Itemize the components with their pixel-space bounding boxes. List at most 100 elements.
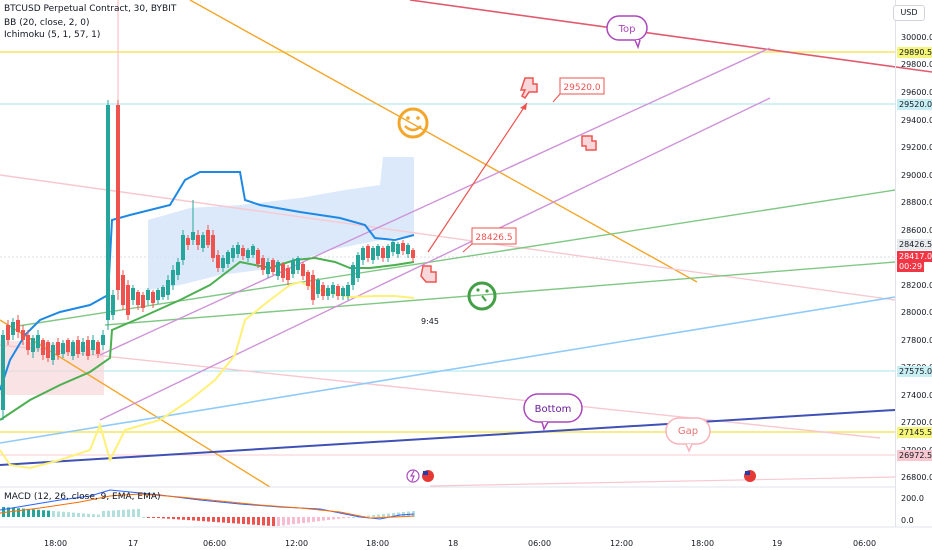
candle-body[interactable]	[151, 292, 155, 303]
green-channel-bottom[interactable]	[104, 261, 896, 326]
candle-body[interactable]	[186, 238, 190, 245]
candle-body[interactable]	[136, 292, 140, 305]
candle-body[interactable]	[261, 258, 265, 270]
hand-pointer-icon[interactable]	[581, 135, 597, 151]
blue-trendline[interactable]	[0, 296, 896, 444]
candle-body[interactable]	[351, 265, 355, 285]
candle-body[interactable]	[321, 285, 325, 296]
candle-body[interactable]	[101, 335, 105, 345]
candle-body[interactable]	[6, 325, 10, 340]
candle-body[interactable]	[326, 288, 330, 296]
candle-body[interactable]	[336, 286, 340, 296]
navy-trendline[interactable]	[0, 409, 896, 466]
pink-bottom-line[interactable]	[429, 476, 896, 487]
candle-body[interactable]	[26, 335, 30, 350]
candle-body[interactable]	[216, 255, 220, 268]
candle-body[interactable]	[146, 290, 150, 300]
candle-body[interactable]	[36, 335, 40, 348]
candle-body[interactable]	[341, 288, 345, 296]
projection-arrow[interactable]	[427, 102, 528, 253]
candle-body[interactable]	[91, 340, 95, 350]
candle-body[interactable]	[141, 295, 145, 308]
candle-body[interactable]	[61, 343, 65, 354]
candle-body[interactable]	[31, 338, 35, 352]
pink-trendline-2[interactable]	[0, 344, 881, 439]
candle-body[interactable]	[236, 245, 240, 254]
candle-body[interactable]	[176, 262, 180, 275]
price-callout-28426[interactable]: 28426.5	[462, 227, 517, 253]
candle-body[interactable]	[226, 252, 230, 264]
candle-body[interactable]	[266, 262, 270, 274]
candle-body[interactable]	[311, 275, 315, 300]
candle-body[interactable]	[356, 255, 360, 278]
neutral-face-icon[interactable]	[467, 281, 497, 311]
candle-body[interactable]	[256, 250, 260, 264]
price-axis[interactable]	[895, 0, 932, 527]
candle-body[interactable]	[371, 248, 375, 260]
bb-legend[interactable]: BB (20, close, 2, 0)	[4, 18, 90, 28]
candle-body[interactable]	[196, 235, 200, 245]
symbol-legend[interactable]: BTCUSD Perpetual Contract, 30, BYBIT	[4, 4, 177, 14]
candle-body[interactable]	[11, 322, 15, 335]
candle-body[interactable]	[21, 330, 25, 340]
candle-body[interactable]	[71, 342, 75, 356]
candle-body[interactable]	[301, 264, 305, 276]
candle-body[interactable]	[131, 288, 135, 300]
ichimoku-legend[interactable]: Ichimoku (5, 1, 57, 1)	[4, 30, 101, 40]
candle-body[interactable]	[201, 235, 205, 248]
candle-body[interactable]	[51, 345, 55, 360]
candle-body[interactable]	[241, 248, 245, 256]
candle-body[interactable]	[291, 260, 295, 274]
macd-legend[interactable]: MACD (12, 26, close, 9, EMA, EMA)	[4, 492, 161, 502]
us-flag-icon[interactable]	[744, 470, 756, 482]
candle-body[interactable]	[206, 230, 210, 245]
candle-body[interactable]	[376, 246, 380, 256]
candle-body[interactable]	[391, 242, 395, 252]
candle-body[interactable]	[396, 244, 400, 254]
candle-body[interactable]	[411, 250, 415, 258]
candle-body[interactable]	[161, 287, 165, 297]
candle-body[interactable]	[406, 245, 410, 254]
candle-body[interactable]	[1, 335, 5, 410]
candle-body[interactable]	[126, 285, 130, 315]
candle-body[interactable]	[116, 105, 120, 290]
candle-body[interactable]	[246, 250, 250, 258]
candle-body[interactable]	[41, 340, 45, 355]
smiley-icon[interactable]	[397, 107, 429, 139]
candle-body[interactable]	[366, 246, 370, 258]
candle-body[interactable]	[281, 264, 285, 278]
candle-body[interactable]	[111, 295, 115, 315]
green-channel-top[interactable]	[17, 189, 896, 327]
red-trendline-top[interactable]	[409, 0, 932, 73]
candle-body[interactable]	[231, 248, 235, 258]
candle-body[interactable]	[86, 340, 90, 356]
candle-body[interactable]	[381, 248, 385, 258]
candle-body[interactable]	[66, 340, 70, 352]
candle-body[interactable]	[296, 258, 300, 270]
us-flag-icon[interactable]	[422, 470, 434, 482]
candle-body[interactable]	[121, 275, 125, 305]
candle-body[interactable]	[166, 280, 170, 295]
hand-pointer-icon[interactable]	[420, 265, 437, 283]
macd-histogram[interactable]	[2, 507, 415, 527]
purple-channel-top[interactable]	[99, 47, 771, 356]
candle-body[interactable]	[331, 285, 335, 294]
candle-body[interactable]	[56, 342, 60, 355]
orange-trendline-1[interactable]	[189, 0, 698, 283]
candle-body[interactable]	[276, 262, 280, 276]
currency-button[interactable]: USD	[893, 5, 925, 21]
candle-body[interactable]	[171, 270, 175, 285]
candle-body[interactable]	[286, 268, 290, 280]
bottom-callout[interactable]: Bottom	[523, 393, 583, 431]
gap-callout[interactable]: Gap	[665, 417, 711, 453]
candle-body[interactable]	[96, 342, 100, 354]
candle-body[interactable]	[16, 320, 20, 332]
candle-body[interactable]	[81, 342, 85, 352]
candle-body[interactable]	[156, 290, 160, 300]
candle-body[interactable]	[211, 235, 215, 258]
price-callout-29520[interactable]: 29520.0	[552, 77, 605, 103]
candle-body[interactable]	[346, 285, 350, 296]
candle-body[interactable]	[271, 260, 275, 272]
candle-body[interactable]	[221, 258, 225, 268]
